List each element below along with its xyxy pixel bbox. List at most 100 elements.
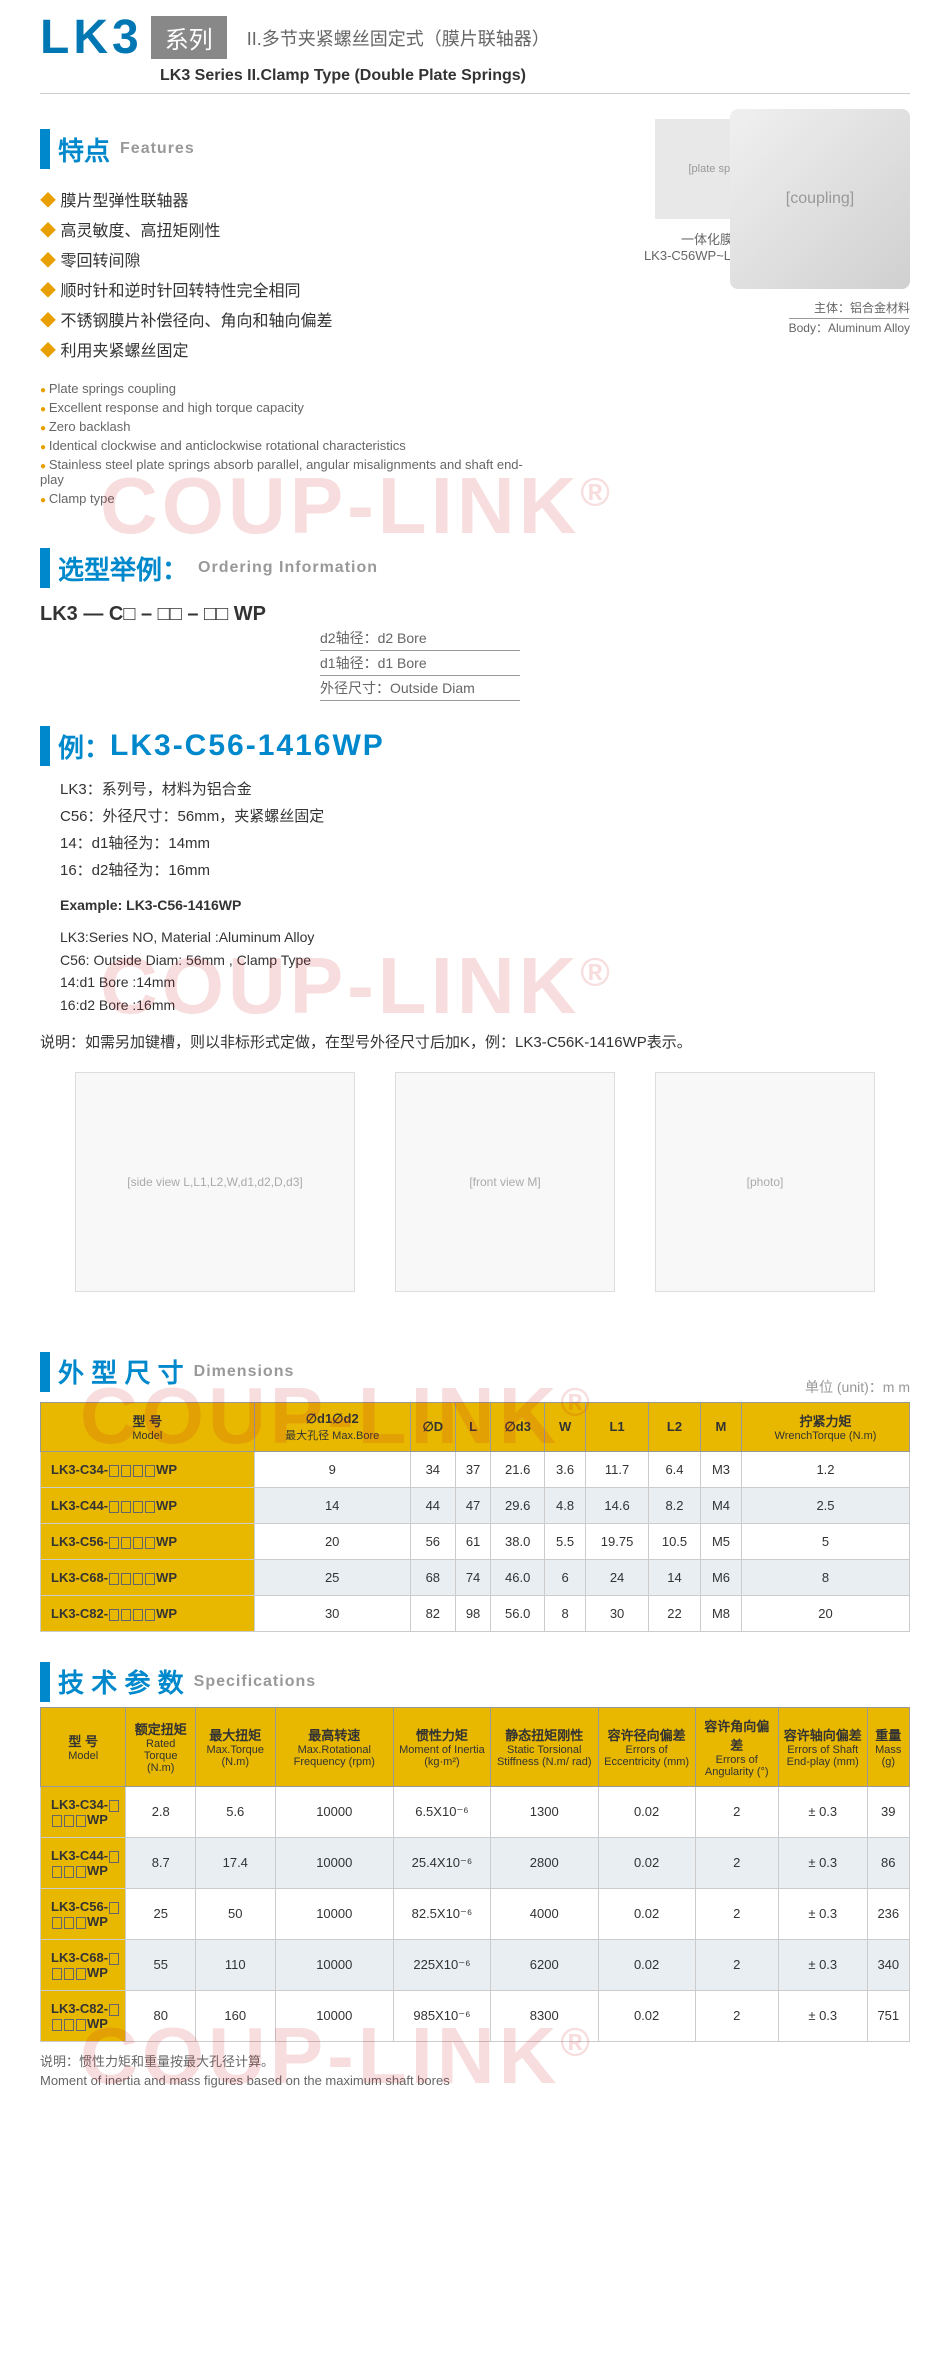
table-cell: 751 — [867, 1990, 909, 2041]
table-cell: 236 — [867, 1888, 909, 1939]
model-cell: LK3-C68-WP — [41, 1939, 126, 1990]
table-header: 型 号Model — [41, 1402, 255, 1451]
table-cell: 24 — [586, 1559, 649, 1595]
table-cell: 38.0 — [491, 1523, 545, 1559]
section-bar-icon — [40, 129, 50, 169]
model-cell: LK3-C44-WP — [41, 1487, 255, 1523]
table-cell: 56.0 — [491, 1595, 545, 1631]
table-cell: 44 — [410, 1487, 455, 1523]
dimensions-title-en: Dimensions — [194, 1363, 295, 1381]
table-cell: 20 — [741, 1595, 909, 1631]
table-cell: 2 — [695, 1837, 778, 1888]
model-cell: LK3-C56-WP — [41, 1888, 126, 1939]
example-line-cn: LK3：系列号，材料为铝合金 — [60, 776, 910, 803]
table-cell: 6.5X10⁻⁶ — [394, 1786, 491, 1837]
table-cell: 68 — [410, 1559, 455, 1595]
table-row: LK3-C34-WP2.85.6100006.5X10⁻⁶13000.022± … — [41, 1786, 910, 1837]
table-cell: 6.4 — [649, 1451, 701, 1487]
feature-item-cn: 利用夹紧螺丝固定 — [40, 334, 530, 364]
table-cell: 14 — [254, 1487, 410, 1523]
table-cell: ± 0.3 — [778, 1888, 867, 1939]
feature-item-en: Zero backlash — [40, 417, 530, 436]
model-cell: LK3-C34-WP — [41, 1786, 126, 1837]
table-row: LK3-C68-WP5511010000225X10⁻⁶62000.022± 0… — [41, 1939, 910, 1990]
side-view-diagram: [side view L,L1,L2,W,d1,d2,D,d3] — [75, 1072, 355, 1292]
example-line-en: 16:d2 Bore :16mm — [60, 994, 910, 1016]
table-cell: 2 — [695, 1939, 778, 1990]
table-cell: 82 — [410, 1595, 455, 1631]
table-row: LK3-C56-WP20566138.05.519.7510.5M55 — [41, 1523, 910, 1559]
table-header: M — [700, 1402, 741, 1451]
example-line-cn: C56：外径尺寸：56mm，夹紧螺丝固定 — [60, 803, 910, 830]
table-header: W — [545, 1402, 586, 1451]
feature-item-cn: 高灵敏度、高扭矩刚性 — [40, 214, 530, 244]
feature-item-en: Excellent response and high torque capac… — [40, 398, 530, 417]
feature-item-cn: 膜片型弹性联轴器 — [40, 184, 530, 214]
table-cell: 0.02 — [598, 1888, 695, 1939]
table-cell: 8.7 — [126, 1837, 196, 1888]
model-cell: LK3-C44-WP — [41, 1837, 126, 1888]
table-header: 容许角向偏差Errors of Angularity (°) — [695, 1707, 778, 1786]
specs-title-en: Specifications — [194, 1673, 316, 1691]
table-cell: ± 0.3 — [778, 1939, 867, 1990]
table-cell: 10.5 — [649, 1523, 701, 1559]
table-cell: 2800 — [490, 1837, 598, 1888]
table-cell: 14 — [649, 1559, 701, 1595]
table-cell: 4000 — [490, 1888, 598, 1939]
example-lines-en: LK3:Series NO, Material :Aluminum AlloyC… — [60, 926, 910, 1016]
ordering-legend: d2轴径：d2 Bored1轴径：d1 Bore外径尺寸：Outside Dia… — [320, 626, 910, 701]
ordering-legend-line: 外径尺寸：Outside Diam — [320, 676, 520, 701]
footnote-en: Moment of inertia and mass figures based… — [40, 2073, 450, 2088]
feature-item-en: Plate springs coupling — [40, 379, 530, 398]
table-cell: 50 — [195, 1888, 275, 1939]
table-row: LK3-C44-WP8.717.41000025.4X10⁻⁶28000.022… — [41, 1837, 910, 1888]
example-line-en: LK3:Series NO, Material :Aluminum Alloy — [60, 926, 910, 948]
table-cell: 10000 — [275, 1990, 393, 2041]
example-line-en: C56: Outside Diam: 56mm , Clamp Type — [60, 949, 910, 971]
example-code: LK3-C56-1416WP — [110, 729, 385, 763]
specs-title-cn: 技 术 参 数 — [58, 1663, 184, 1700]
section-bar-icon — [40, 548, 50, 588]
footnote-cn: 说明：惯性力矩和重量按最大孔径计算。 — [40, 2054, 274, 2069]
table-cell: 11.7 — [586, 1451, 649, 1487]
table-cell: M6 — [700, 1559, 741, 1595]
body-label-cn: 主体：铝合金材料 — [814, 301, 910, 315]
ordering-title-cn: 选型举例： — [58, 550, 188, 587]
table-header: 拧紧力矩WrenchTorque (N.m) — [741, 1402, 909, 1451]
front-view-diagram: [front view M] — [395, 1072, 615, 1292]
table-cell: M3 — [700, 1451, 741, 1487]
features-list-en: Plate springs couplingExcellent response… — [40, 379, 530, 508]
dimensions-title: 外 型 尺 寸 Dimensions — [40, 1352, 294, 1392]
divider — [40, 93, 910, 94]
table-cell: 160 — [195, 1990, 275, 2041]
table-row: LK3-C68-WP25687446.062414M68 — [41, 1559, 910, 1595]
table-cell: 0.02 — [598, 1786, 695, 1837]
model-cell: LK3-C68-WP — [41, 1559, 255, 1595]
table-cell: M8 — [700, 1595, 741, 1631]
features-title: 特点 Features — [40, 129, 530, 169]
table-cell: 2 — [695, 1786, 778, 1837]
table-cell: 37 — [455, 1451, 491, 1487]
table-cell: 19.75 — [586, 1523, 649, 1559]
ordering-pattern: LK3 — C□ – □□ – □□ WP d2轴径：d2 Bored1轴径：d… — [40, 603, 910, 701]
table-row: LK3-C44-WP14444729.64.814.68.2M42.5 — [41, 1487, 910, 1523]
table-cell: 8.2 — [649, 1487, 701, 1523]
dimensions-table: 型 号Model∅d1∅d2最大孔径 Max.Bore∅DL∅d3WL1L2M拧… — [40, 1402, 910, 1632]
table-cell: 20 — [254, 1523, 410, 1559]
table-cell: 5.5 — [545, 1523, 586, 1559]
table-cell: 5.6 — [195, 1786, 275, 1837]
table-cell: 225X10⁻⁶ — [394, 1939, 491, 1990]
table-header: L — [455, 1402, 491, 1451]
table-cell: 8 — [741, 1559, 909, 1595]
table-cell: 8 — [545, 1595, 586, 1631]
example-line-cn: 16：d2轴径为：16mm — [60, 857, 910, 884]
model-cell: LK3-C56-WP — [41, 1523, 255, 1559]
specs-table: 型 号Model额定扭矩Rated Torque (N.m)最大扭矩Max.To… — [40, 1707, 910, 2042]
table-cell: 9 — [254, 1451, 410, 1487]
table-header: 重量Mass (g) — [867, 1707, 909, 1786]
ordering-title: 选型举例： Ordering Information — [40, 548, 910, 588]
example-title-cn: 例： — [58, 728, 110, 765]
model-cell: LK3-C34-WP — [41, 1451, 255, 1487]
table-cell: M5 — [700, 1523, 741, 1559]
table-cell: 46.0 — [491, 1559, 545, 1595]
